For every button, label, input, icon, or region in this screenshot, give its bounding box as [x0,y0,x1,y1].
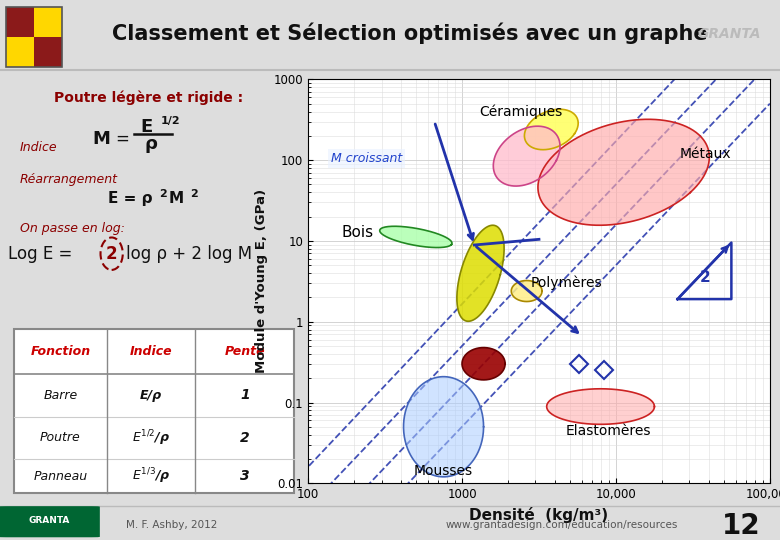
Text: Bois: Bois [342,225,374,240]
Polygon shape [511,281,542,301]
Text: Indice: Indice [129,345,172,358]
Text: On passe en log:: On passe en log: [20,221,124,234]
Text: Céramiques: Céramiques [479,104,562,119]
Polygon shape [462,348,505,380]
Text: ρ: ρ [144,134,158,153]
Text: E: E [140,118,153,136]
Text: =: = [115,130,129,147]
Text: 2: 2 [106,245,118,262]
Text: 2: 2 [190,189,198,199]
Text: 1: 1 [240,388,250,402]
Text: Mousses: Mousses [414,464,473,478]
Text: Réarrangement: Réarrangement [20,173,118,186]
Polygon shape [380,226,452,247]
Text: M: M [168,191,183,206]
Text: M croissant: M croissant [332,152,402,165]
Text: GRANTA: GRANTA [28,516,70,525]
Text: GRANTA: GRANTA [697,26,760,40]
Text: 1/2: 1/2 [161,116,180,126]
Text: Pente: Pente [225,345,265,358]
Bar [6,7,34,37]
Text: Poutre légère et rigide :: Poutre légère et rigide : [54,91,243,105]
Text: Métaux: Métaux [679,147,731,161]
Text: Elastomères: Elastomères [566,424,651,438]
Text: Barre: Barre [44,389,77,402]
Text: 2: 2 [160,189,167,199]
FancyBboxPatch shape [14,329,295,494]
Text: log ρ + 2 log M: log ρ + 2 log M [126,245,253,262]
Text: 2: 2 [700,270,711,285]
X-axis label: Densité  (kg/m³): Densité (kg/m³) [470,507,608,523]
Text: Log E =: Log E = [8,245,77,262]
Text: E/ρ: E/ρ [140,389,162,402]
Polygon shape [493,126,560,186]
Text: Fonction: Fonction [30,345,90,358]
Text: 2: 2 [240,431,250,445]
Polygon shape [457,225,504,321]
Text: M: M [93,130,110,147]
Text: $E^{1/3}$/ρ: $E^{1/3}$/ρ [132,467,170,486]
Text: Classement et Sélection optimisés avec un graphe: Classement et Sélection optimisés avec u… [112,23,707,44]
Bar [34,7,62,37]
Y-axis label: Module d'Young E, (GPa): Module d'Young E, (GPa) [255,190,268,373]
Text: Panneau: Panneau [34,470,87,483]
Text: Poutre: Poutre [40,431,81,444]
Text: Polymères: Polymères [531,276,602,290]
Text: www.grantadesign.com/education/resources: www.grantadesign.com/education/resources [445,520,678,530]
Polygon shape [547,389,654,424]
Text: 3: 3 [240,469,250,483]
Polygon shape [538,119,709,225]
Text: 12: 12 [722,512,760,540]
Text: M. F. Ashby, 2012: M. F. Ashby, 2012 [126,520,218,530]
Polygon shape [524,109,578,150]
Bar [6,7,62,67]
Bar [34,37,62,67]
Text: $E^{1/2}$/ρ: $E^{1/2}$/ρ [132,428,170,448]
Text: E = ρ: E = ρ [108,191,153,206]
FancyBboxPatch shape [0,506,100,537]
Polygon shape [403,377,484,477]
Bar [6,37,34,67]
Text: Indice: Indice [20,140,57,153]
